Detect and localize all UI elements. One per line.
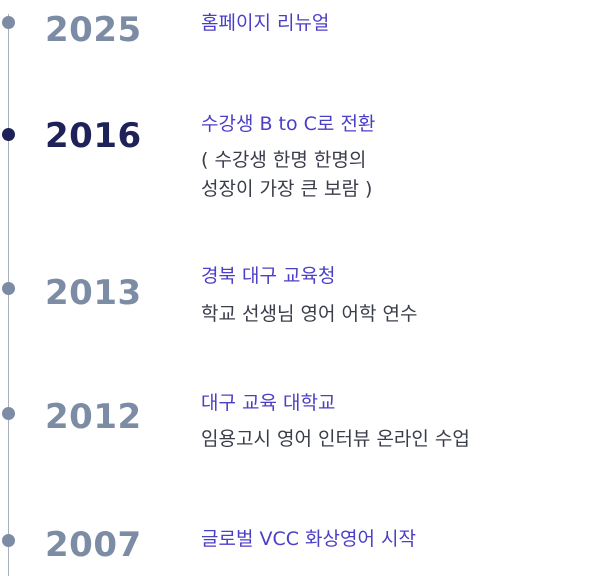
- timeline-year: 2013: [45, 273, 142, 313]
- timeline-dot: [2, 16, 15, 29]
- timeline-title: 수강생 B to C로 전환: [201, 113, 376, 135]
- timeline-description: ( 수강생 한명 한명의: [201, 149, 367, 171]
- timeline-dot: [2, 282, 15, 295]
- timeline-year: 2007: [45, 525, 142, 565]
- timeline-title: 홈페이지 리뉴얼: [201, 12, 330, 34]
- timeline-description: 성장이 가장 큰 보람 ): [201, 178, 373, 200]
- timeline-description: 임용고시 영어 인터뷰 온라인 수업: [201, 428, 470, 450]
- timeline-year: 2012: [45, 397, 142, 437]
- timeline-description: 학교 선생님 영어 어학 연수: [201, 303, 418, 325]
- timeline-dot: [2, 407, 15, 420]
- timeline-title: 대구 교육 대학교: [201, 392, 336, 414]
- timeline-title: 경북 대구 교육청: [201, 265, 336, 287]
- timeline-title: 글로벌 VCC 화상영어 시작: [201, 528, 416, 550]
- timeline-year: 2025: [45, 10, 142, 50]
- timeline-track-line: [8, 14, 9, 576]
- timeline-year: 2016: [45, 116, 142, 156]
- timeline-dot-active: [2, 128, 15, 141]
- timeline-dot: [2, 534, 15, 547]
